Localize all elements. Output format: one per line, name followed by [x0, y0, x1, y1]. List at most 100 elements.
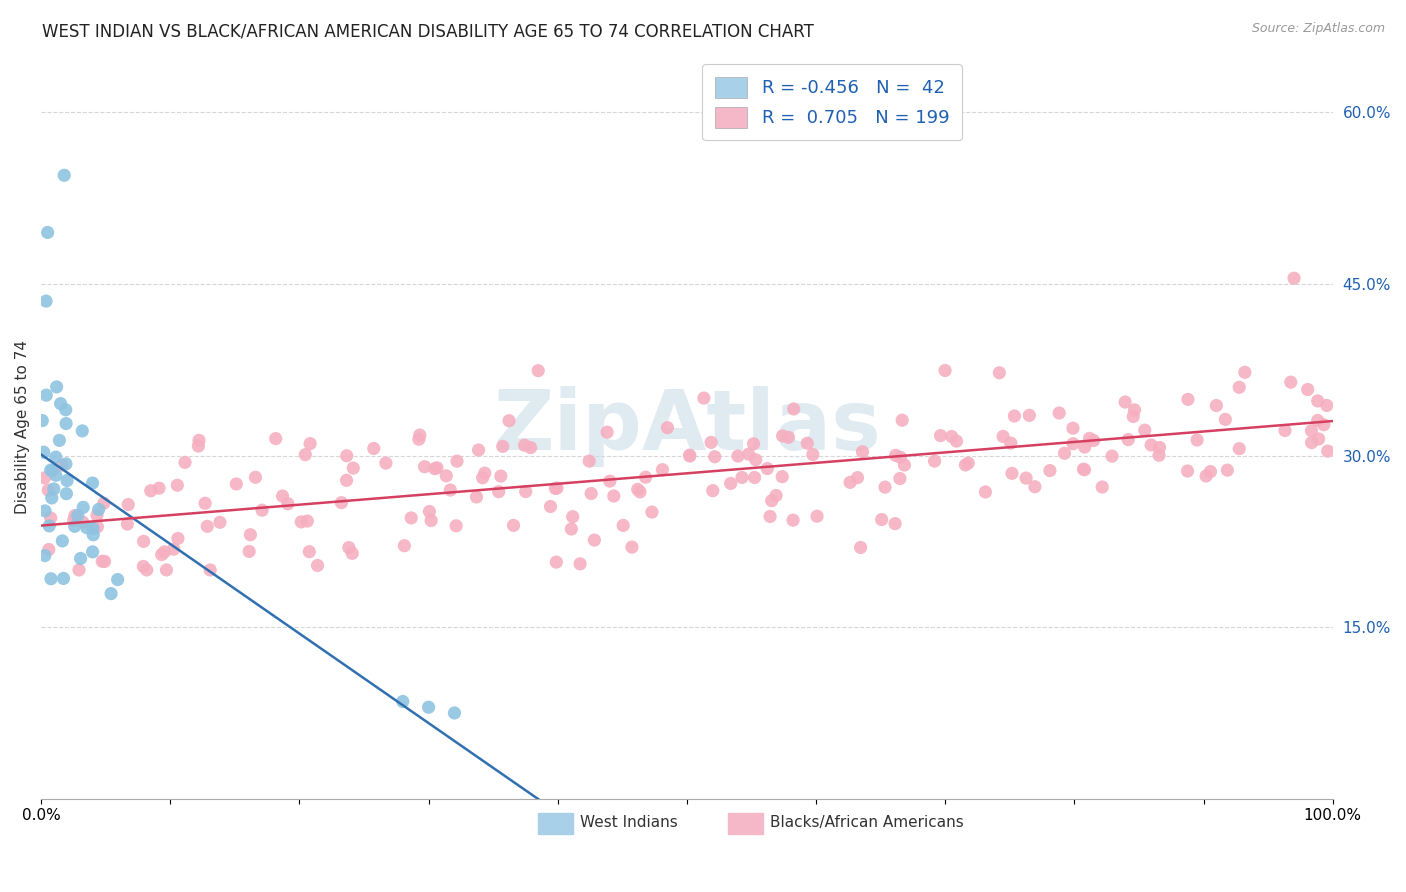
Point	[634, 470, 657, 484]
Point	[1073, 463, 1095, 477]
Point	[770, 469, 793, 483]
Point	[924, 454, 946, 468]
Point	[444, 518, 467, 533]
Point	[39, 463, 62, 477]
Point	[117, 516, 139, 531]
Point	[839, 475, 862, 490]
Point	[527, 364, 550, 378]
Point	[418, 504, 440, 518]
Point	[1316, 444, 1339, 458]
Point	[756, 461, 779, 475]
Point	[363, 442, 385, 456]
Point	[519, 441, 541, 455]
Point	[540, 500, 562, 514]
Point	[1116, 433, 1139, 447]
Point	[56, 474, 79, 488]
Point	[374, 456, 396, 470]
Point	[335, 473, 357, 487]
Point	[846, 470, 869, 484]
Point	[546, 555, 568, 569]
Point	[1205, 399, 1227, 413]
Point	[67, 563, 90, 577]
Point	[297, 514, 319, 528]
Point	[82, 476, 104, 491]
Point	[1073, 462, 1095, 476]
Point	[41, 464, 63, 478]
Point	[889, 471, 911, 485]
Point	[166, 478, 188, 492]
Point	[420, 514, 443, 528]
Point	[560, 522, 582, 536]
Point	[703, 450, 725, 464]
Point	[39, 572, 62, 586]
Point	[974, 485, 997, 500]
Legend: R = -0.456   N =  42, R =  0.705   N = 199: R = -0.456 N = 42, R = 0.705 N = 199	[702, 64, 962, 140]
Point	[72, 515, 94, 529]
Point	[51, 458, 73, 472]
Point	[1227, 442, 1250, 456]
Point	[1091, 480, 1114, 494]
Point	[761, 493, 783, 508]
Point	[796, 436, 818, 450]
Point	[1195, 469, 1218, 483]
Point	[765, 488, 787, 502]
Point	[991, 429, 1014, 443]
Text: Blacks/African Americans: Blacks/African Americans	[770, 815, 963, 830]
Point	[434, 468, 457, 483]
Point	[1047, 406, 1070, 420]
Point	[34, 549, 56, 563]
Point	[1062, 436, 1084, 450]
Point	[298, 545, 321, 559]
Point	[1216, 463, 1239, 477]
Point	[423, 461, 446, 475]
Point	[135, 563, 157, 577]
Point	[271, 489, 294, 503]
Point	[52, 571, 75, 585]
Point	[188, 434, 211, 448]
Point	[720, 476, 742, 491]
Point	[941, 429, 963, 443]
Point	[63, 508, 86, 523]
Point	[409, 428, 432, 442]
Point	[1114, 395, 1136, 409]
Point	[1015, 471, 1038, 485]
Point	[66, 508, 89, 523]
Point	[294, 448, 316, 462]
Point	[408, 432, 430, 446]
Point	[31, 413, 53, 427]
Point	[163, 542, 186, 557]
Point	[107, 573, 129, 587]
Point	[1122, 409, 1144, 424]
Point	[801, 448, 824, 462]
Point	[63, 519, 86, 533]
Point	[48, 434, 70, 448]
Point	[87, 502, 110, 516]
Point	[38, 519, 60, 533]
Point	[45, 468, 67, 483]
Point	[778, 430, 800, 444]
Point	[651, 463, 673, 477]
Point	[336, 449, 359, 463]
Point	[139, 483, 162, 498]
Point	[1177, 392, 1199, 407]
Text: WEST INDIAN VS BLACK/AFRICAN AMERICAN DISABILITY AGE 65 TO 74 CORRELATION CHART: WEST INDIAN VS BLACK/AFRICAN AMERICAN DI…	[42, 22, 814, 40]
Point	[117, 498, 139, 512]
Point	[851, 444, 873, 458]
Text: Source: ZipAtlas.com: Source: ZipAtlas.com	[1251, 22, 1385, 36]
Point	[446, 454, 468, 468]
Point	[51, 533, 73, 548]
Point	[641, 505, 664, 519]
Point	[782, 513, 804, 527]
Point	[515, 484, 537, 499]
Point	[330, 496, 353, 510]
Point	[502, 518, 524, 533]
Point	[561, 509, 583, 524]
Point	[1233, 365, 1256, 379]
Point	[1133, 423, 1156, 437]
Point	[1002, 409, 1025, 423]
Point	[849, 541, 872, 555]
Point	[1062, 421, 1084, 435]
Point	[55, 402, 77, 417]
Point	[187, 439, 209, 453]
Point	[492, 439, 515, 453]
